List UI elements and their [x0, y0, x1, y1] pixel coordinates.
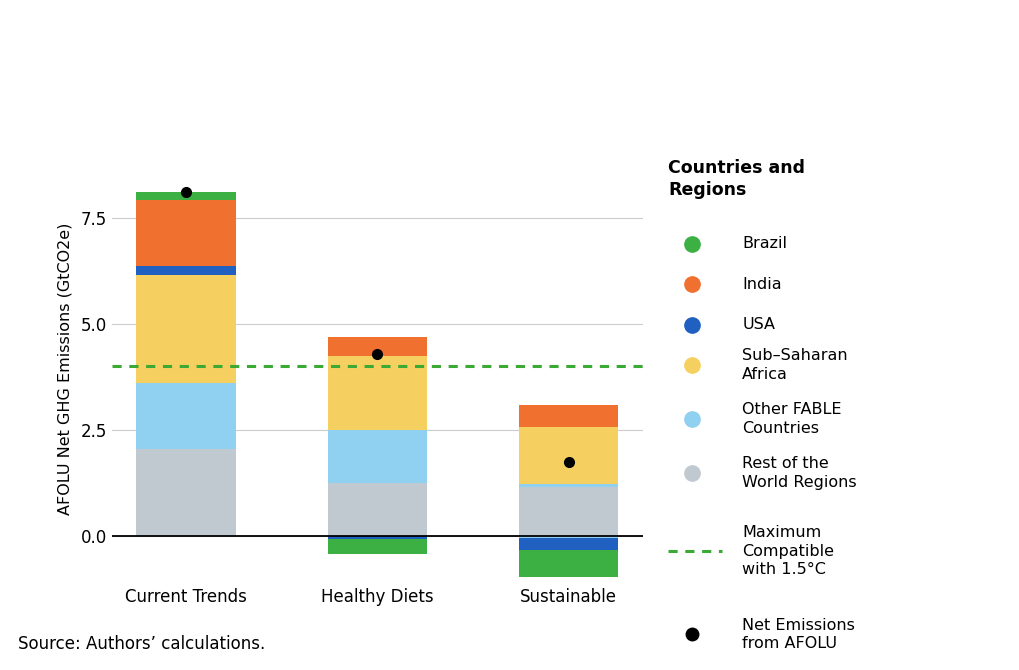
Bar	[519, 536, 618, 538]
Bar	[327, 356, 427, 430]
Text: Figure 3. GHG emissions from agriculture and land use change under each
pathway: Figure 3. GHG emissions from agriculture…	[18, 34, 867, 78]
Text: Sub–Saharan
Africa: Sub–Saharan Africa	[742, 348, 847, 382]
Text: Maximum
Compatible
with 1.5°C: Maximum Compatible with 1.5°C	[742, 525, 834, 578]
Bar	[519, 484, 618, 487]
Y-axis label: AFOLU Net GHG Emissions (GtCO2e): AFOLU Net GHG Emissions (GtCO2e)	[58, 222, 72, 515]
Bar	[137, 275, 235, 383]
Text: Source: Authors’ calculations.: Source: Authors’ calculations.	[18, 635, 265, 653]
Bar	[519, 405, 618, 427]
Bar	[137, 200, 235, 266]
Bar	[327, 536, 427, 539]
Text: Brazil: Brazil	[742, 237, 787, 251]
Text: Countries and
Regions: Countries and Regions	[667, 159, 804, 199]
Text: Other FABLE
Countries: Other FABLE Countries	[742, 402, 841, 436]
Bar	[137, 449, 235, 536]
Bar	[137, 192, 235, 200]
Bar	[519, 487, 618, 536]
Text: Net Emissions
from AFOLU: Net Emissions from AFOLU	[742, 618, 854, 651]
Bar	[519, 427, 618, 484]
Bar	[519, 538, 618, 550]
Bar	[327, 483, 427, 536]
Bar	[327, 539, 427, 554]
Bar	[137, 383, 235, 449]
Text: Rest of the
World Regions: Rest of the World Regions	[742, 456, 856, 490]
Bar	[327, 336, 427, 356]
Bar	[137, 266, 235, 275]
Text: USA: USA	[742, 317, 774, 332]
Text: India: India	[742, 277, 781, 291]
Bar	[327, 430, 427, 483]
Bar	[519, 550, 618, 576]
